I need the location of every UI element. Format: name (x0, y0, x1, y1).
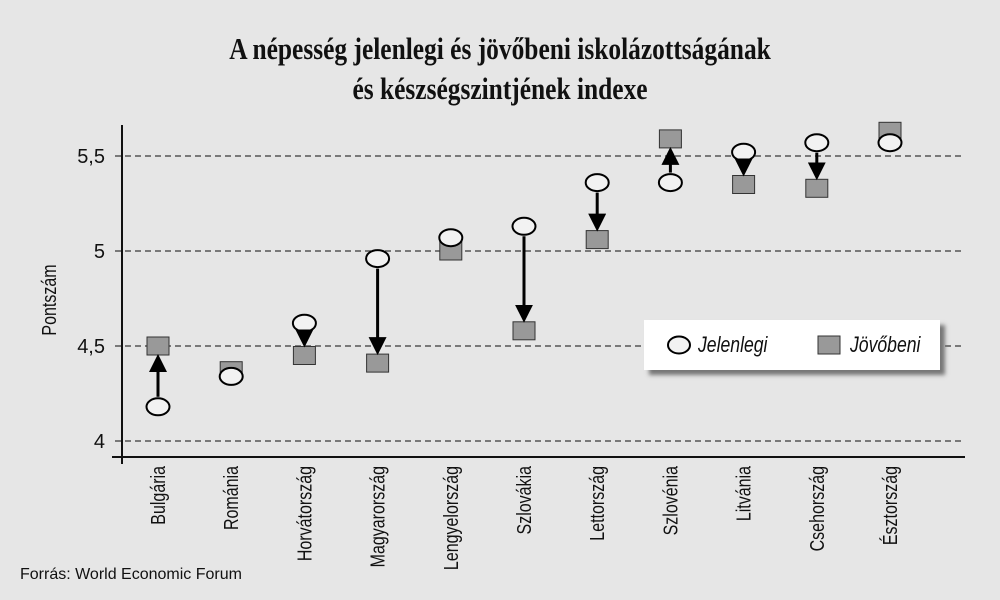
legend: Jelenlegi Jövőbeni (644, 320, 940, 370)
jovobeni-point (146, 336, 170, 356)
jelenlegi-point (291, 313, 317, 333)
x-tick-label: Lengyelország (440, 466, 462, 570)
jelenlegi-point (657, 173, 683, 193)
jelenlegi-point (731, 142, 757, 162)
x-tick-label: Horvátország (294, 466, 316, 561)
jovobeni-point (292, 346, 316, 365)
jovobeni-point (366, 353, 390, 373)
x-tick-label: Lettország (587, 466, 609, 541)
jelenlegi-point (511, 216, 537, 236)
jelenlegi-point (584, 173, 610, 193)
chart-title-line1: A népesség jelenlegi és jövőbeni iskoláz… (229, 31, 771, 66)
x-tick-label: Észtország (879, 466, 901, 545)
jelenlegi-point (804, 133, 830, 153)
x-tick-label: Csehország (806, 466, 828, 551)
x-tick-label: Románia (221, 465, 243, 530)
jovobeni-point (585, 230, 609, 250)
legend-label-jovobeni: Jövőbeni (850, 332, 921, 357)
x-tick-label: Bulgária (147, 465, 169, 525)
jelenlegi-point (365, 249, 391, 269)
y-tick-label: 4,5 (77, 336, 105, 358)
jovobeni-point (512, 321, 536, 341)
jelenlegi-point (877, 133, 903, 153)
x-tick-label: Szlovákia (513, 465, 535, 534)
y-tick-label: 4 (94, 431, 105, 453)
legend-square-icon (817, 335, 841, 355)
jovobeni-point (658, 129, 682, 149)
jelenlegi-point (438, 228, 464, 248)
x-tick-label: Szlovénia (660, 465, 682, 535)
y-axis-label: Pontszám (38, 264, 60, 335)
jelenlegi-point (218, 366, 244, 386)
legend-label-jelenlegi: Jelenlegi (698, 332, 768, 357)
jelenlegi-point (145, 397, 171, 417)
source-note: Forrás: World Economic Forum (20, 566, 242, 583)
jovobeni-point (732, 175, 756, 194)
x-tick-label: Litvánia (733, 465, 755, 521)
legend-circle-icon (667, 335, 691, 355)
y-tick-label: 5 (94, 241, 105, 263)
y-tick-label: 5,5 (77, 146, 105, 168)
jovobeni-point (805, 178, 829, 198)
chart-title-line2: és készségszintjének indexe (352, 71, 648, 106)
x-tick-label: Magyarország (367, 466, 389, 567)
